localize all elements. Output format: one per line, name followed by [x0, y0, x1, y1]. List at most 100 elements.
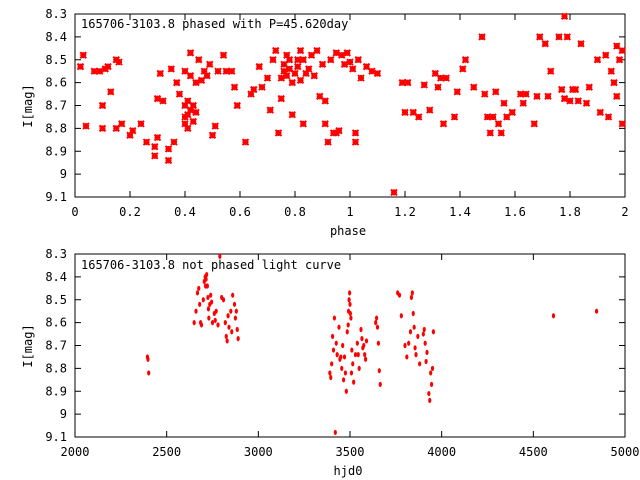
data-point — [341, 342, 345, 349]
y-tick-label: 8.8 — [45, 361, 67, 375]
data-point — [218, 253, 222, 259]
data-point — [285, 65, 294, 73]
data-point — [283, 51, 291, 59]
data-point — [486, 129, 494, 137]
data-point — [582, 99, 591, 107]
data-point — [344, 388, 348, 394]
data-point — [330, 361, 334, 367]
data-point — [607, 67, 615, 75]
y-tick-label: 9.1 — [45, 430, 67, 444]
data-point — [363, 352, 367, 358]
data-point — [206, 306, 211, 312]
data-point — [250, 85, 258, 94]
data-point — [181, 67, 189, 75]
x-tick-label: 4500 — [519, 445, 548, 459]
data-point — [596, 108, 604, 117]
data-point — [142, 138, 151, 146]
data-point — [429, 381, 434, 387]
data-point — [280, 60, 288, 69]
data-point — [283, 72, 291, 80]
data-point — [351, 361, 355, 367]
data-point — [115, 58, 123, 66]
data-point — [343, 49, 351, 57]
data-point — [277, 94, 285, 103]
data-point — [399, 313, 403, 319]
data-point — [307, 51, 316, 59]
data-point — [602, 51, 610, 59]
axis-ticks — [74, 13, 626, 198]
data-point — [232, 301, 237, 307]
y-axis-label: I[mag] — [21, 84, 35, 127]
y-tick-label: 8.6 — [45, 76, 67, 90]
data-point — [411, 310, 415, 317]
data-point — [613, 92, 621, 101]
data-point — [459, 65, 467, 73]
data-point — [288, 110, 296, 119]
data-point — [236, 336, 240, 342]
data-point — [313, 46, 321, 55]
data-point — [225, 338, 229, 344]
data-point — [255, 62, 263, 71]
data-point — [164, 145, 173, 153]
data-point — [233, 315, 238, 321]
data-point — [98, 124, 107, 133]
x-tick-label: 1.4 — [449, 205, 471, 219]
data-point — [450, 113, 459, 121]
x-axis-label: hjd0 — [334, 464, 363, 478]
data-point — [427, 390, 431, 397]
x-tick-label: 1.6 — [504, 205, 526, 219]
data-point — [613, 42, 621, 50]
data-point — [536, 33, 544, 41]
data-point — [321, 120, 329, 128]
data-point — [377, 368, 381, 374]
x-tick-label: 2000 — [61, 445, 90, 459]
data-point — [331, 347, 336, 353]
data-point — [210, 320, 215, 326]
data-point — [147, 370, 151, 376]
data-point — [192, 320, 196, 326]
data-point — [229, 308, 233, 314]
data-point — [231, 292, 235, 298]
data-point — [288, 78, 296, 87]
data-point — [302, 69, 310, 78]
data-point — [209, 292, 213, 298]
data-point — [412, 324, 416, 330]
data-point — [519, 99, 527, 107]
data-point — [359, 326, 363, 333]
data-point — [343, 370, 348, 376]
data-point — [461, 56, 470, 64]
data-point — [426, 106, 434, 114]
data-point — [234, 308, 238, 314]
y-tick-label: 8.3 — [45, 7, 67, 21]
x-tick-label: 0.4 — [174, 205, 196, 219]
data-point — [348, 310, 352, 317]
data-point — [352, 379, 356, 385]
data-point — [79, 51, 87, 59]
data-point — [197, 76, 206, 85]
data-point — [226, 313, 230, 319]
data-point — [340, 60, 349, 69]
data-point — [594, 308, 599, 314]
chart-title: 165706-3103.8 phased with P=45.620day — [81, 17, 348, 31]
data-point — [224, 333, 228, 339]
data-point — [347, 297, 351, 303]
data-point — [324, 138, 332, 146]
data-point — [368, 67, 376, 75]
data-point — [207, 315, 211, 321]
data-point — [214, 308, 218, 314]
data-point — [258, 83, 266, 91]
data-point — [497, 129, 505, 137]
data-point — [211, 122, 219, 130]
x-tick-label: 5000 — [611, 445, 640, 459]
y-tick-label: 9 — [60, 167, 67, 181]
data-point — [223, 320, 227, 326]
data-point — [277, 74, 285, 82]
x-tick-label: 1.8 — [559, 205, 581, 219]
data-point — [500, 99, 508, 107]
data-point — [222, 67, 230, 75]
x-tick-label: 1.2 — [394, 205, 416, 219]
data-point — [503, 113, 511, 121]
data-point — [338, 51, 346, 59]
data-point — [349, 315, 353, 321]
data-point — [585, 83, 593, 91]
